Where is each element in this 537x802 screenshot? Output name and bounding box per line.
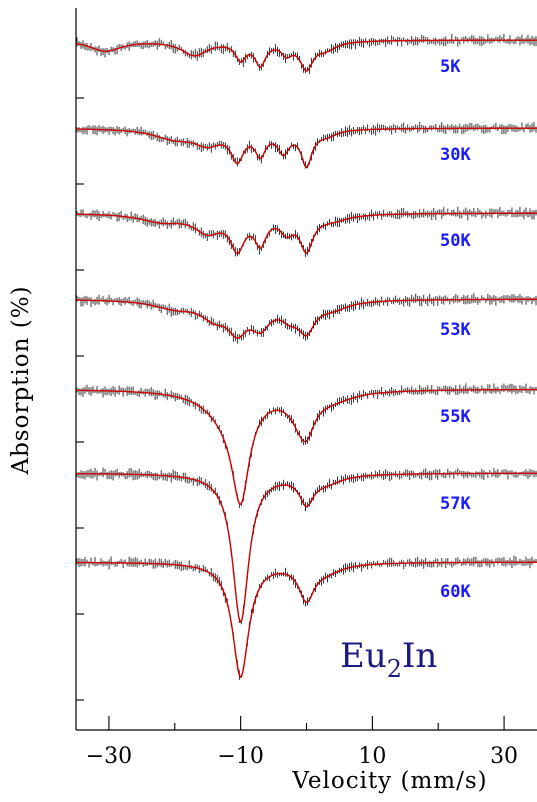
fit-curve: [75, 212, 537, 255]
temperature-label: 30K: [440, 145, 471, 165]
compound-subscript: 2: [387, 655, 402, 683]
x-tick-label: 10: [358, 744, 386, 769]
compound-base: Eu: [340, 636, 387, 676]
temperature-label: 53K: [440, 320, 471, 340]
temperature-label: 60K: [440, 582, 471, 602]
fit-curve: [75, 388, 537, 506]
temperature-label: 50K: [440, 231, 471, 251]
x-tick-label: 30: [490, 744, 518, 769]
x-tick-label: −10: [217, 744, 263, 769]
compound-label: Eu2In: [340, 636, 437, 683]
x-tick-label: −30: [86, 744, 132, 769]
fit-curve: [75, 39, 537, 72]
fit-layer: [75, 39, 537, 679]
temperature-label: 55K: [440, 407, 471, 427]
fit-curve: [76, 472, 537, 624]
temperature-label: 57K: [440, 494, 471, 514]
compound-suffix: In: [402, 636, 437, 676]
plot-frame: [75, 8, 537, 731]
fit-curve: [75, 127, 537, 169]
x-axis-title: Velocity (mm/s): [291, 768, 487, 794]
y-ticks: [76, 97, 84, 701]
temperature-label: 5K: [440, 57, 461, 77]
fit-curve: [75, 298, 537, 339]
fit-curve: [75, 561, 537, 679]
x-ticks: −30 −10 10 30: [86, 716, 518, 769]
y-axis-title: Absorption (%): [8, 285, 34, 475]
temperature-labels: 5K 30K 50K 53K 55K 57K 60K: [440, 57, 471, 602]
